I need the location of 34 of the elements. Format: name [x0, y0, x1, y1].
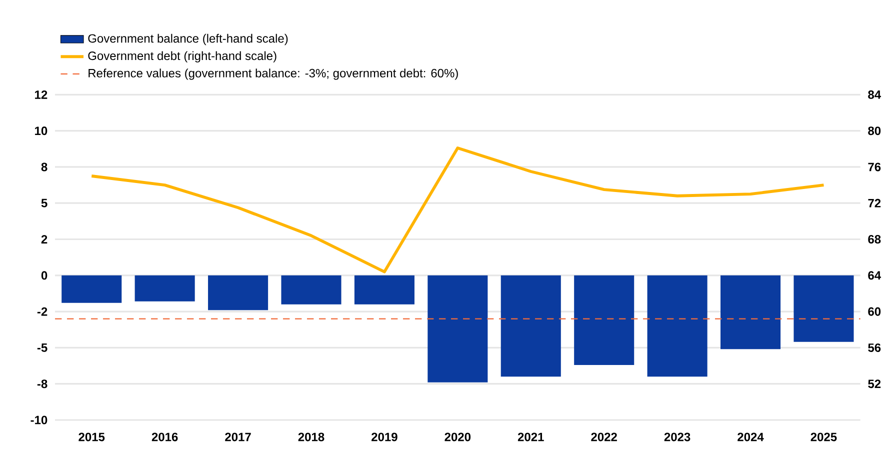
y2-tick-label: 84	[868, 90, 881, 99]
x-tick-label: 2019	[372, 432, 398, 442]
line-series	[90, 146, 826, 274]
legend-label: Government debt (right-hand scale)	[88, 51, 276, 62]
y-tick-label: 2	[41, 235, 48, 244]
y-tick-label: -10	[30, 416, 48, 424]
y-tick-label: 5	[41, 198, 48, 208]
x-tick-label: 2016	[152, 432, 178, 442]
x-tick-label: 2023	[664, 432, 690, 442]
x-tick-label: 2017	[225, 432, 251, 442]
y2-tick-label: 60	[868, 307, 881, 316]
y-tick-label: -8	[37, 380, 48, 388]
y2-tick-label: 80	[868, 126, 881, 136]
y2-tick-label: 64	[868, 271, 881, 280]
y-tick-label: -5	[37, 344, 48, 352]
x-tick-label: 2020	[444, 432, 471, 442]
y2-tick-label: 56	[868, 343, 881, 352]
x-tick-label: 2015	[78, 432, 105, 442]
y2-tick-label: 76	[868, 162, 881, 172]
y2-tick-label: 68	[868, 235, 881, 244]
y-tick-label: 12	[35, 90, 48, 99]
y2-tick-label: 52	[868, 380, 881, 388]
y-tick-label: 10	[35, 126, 48, 136]
y-tick-label: 0	[41, 271, 48, 280]
x-tick-label: 2024	[738, 432, 764, 442]
y-tick-label: 8	[41, 162, 48, 172]
x-tick-label: 2025	[810, 432, 837, 442]
legend-label: Government balance (left-hand scale)	[88, 34, 288, 46]
y2-tick-label: 72	[868, 198, 881, 208]
x-tick-label: 2018	[298, 432, 324, 442]
x-tick-label: 2021	[518, 432, 544, 442]
legend-label: Reference values (government balance: -3%; government debt: 60%)	[88, 68, 458, 80]
x-tick-label: 2022	[591, 432, 617, 442]
y-tick-label: -2	[37, 307, 48, 316]
